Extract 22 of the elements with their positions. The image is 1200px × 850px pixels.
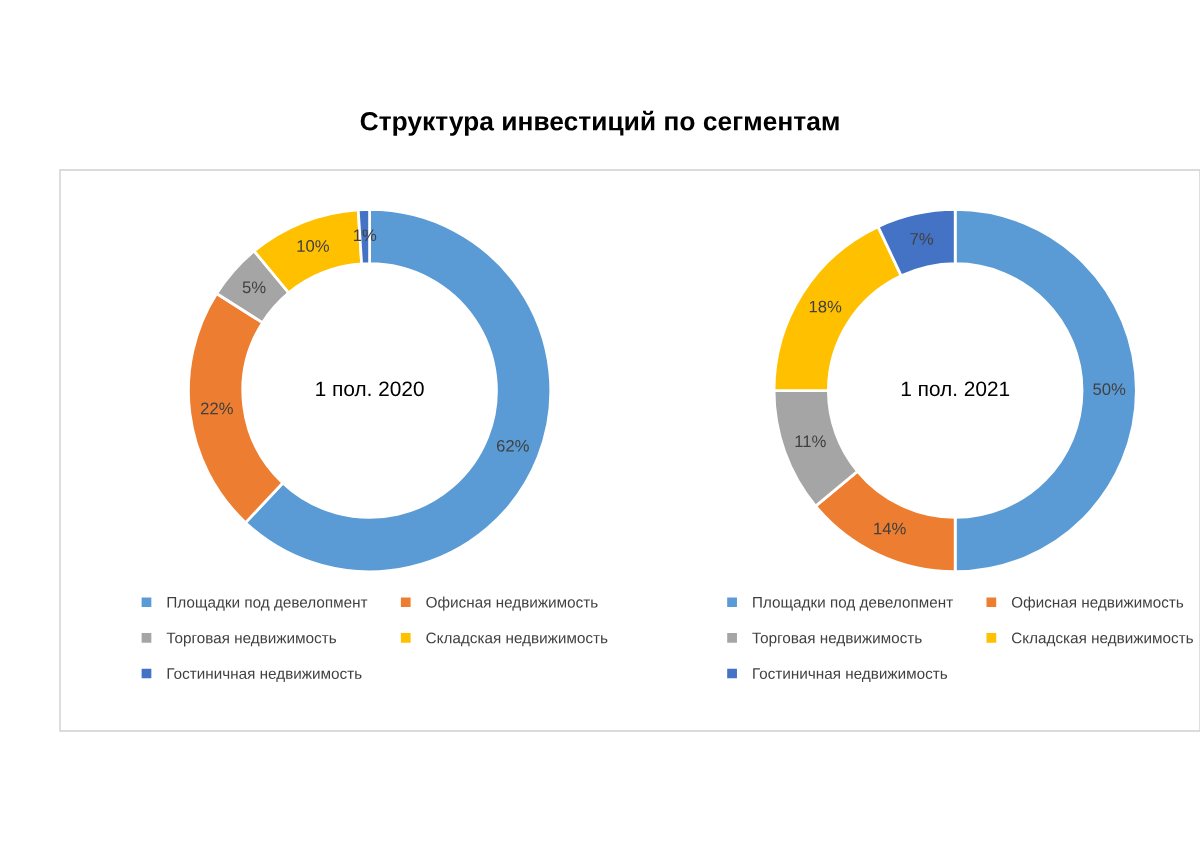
data-label: 5% <box>242 281 266 294</box>
legend-label: Торговая недвижимость <box>752 632 922 647</box>
legend-label: Складская недвижимость <box>426 632 608 647</box>
data-label: 14% <box>874 522 906 535</box>
legend-label: Площадки под девелопмент <box>753 597 953 611</box>
legend-label: Площадки под девелопмент <box>167 597 368 611</box>
legend-label: Гостиничная недвижимость <box>167 668 362 682</box>
text: 1 пол. 2021 <box>901 381 1010 397</box>
legend-label: Торговая недвижимость <box>166 632 337 647</box>
data-label: 10% <box>297 240 329 252</box>
legend-label: Офисная недвижимость <box>426 596 598 611</box>
data-label: 7% <box>910 233 934 245</box>
legend-label: Гостиничная недвижимость <box>753 668 948 682</box>
data-label: 50% <box>1093 383 1126 396</box>
data-label: 62% <box>496 439 529 452</box>
data-label: 18% <box>809 300 842 313</box>
legend-label: Складская недвижимость <box>1011 632 1193 647</box>
data-label: 11% <box>795 435 826 448</box>
legend-label: Офисная недвижимость <box>1011 596 1184 611</box>
text: 1 пол. 2020 <box>316 381 424 397</box>
chart-title: Структура инвестиций по сегментам <box>360 110 839 136</box>
data-label: 22% <box>200 402 233 415</box>
